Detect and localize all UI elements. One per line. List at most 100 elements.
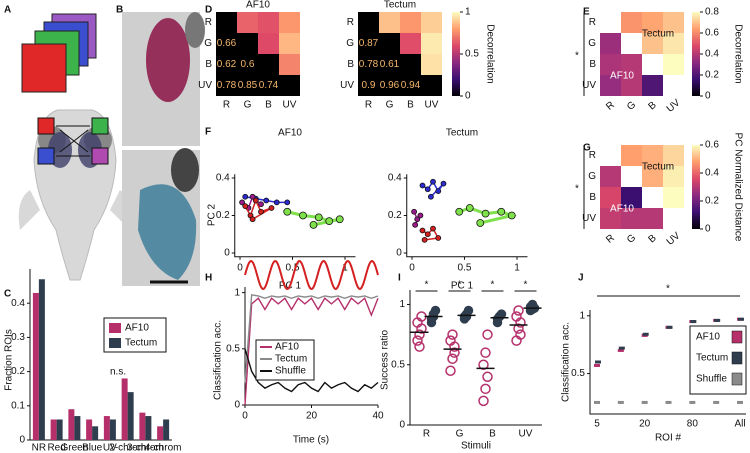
cell-value: 0.62 xyxy=(217,59,237,70)
point xyxy=(480,347,491,358)
point xyxy=(527,304,538,315)
cell-value: 0.9 xyxy=(362,80,376,91)
y-tick-label: 0 xyxy=(234,400,240,411)
upper-label: Tectum xyxy=(642,29,674,40)
row-label: R xyxy=(589,150,596,161)
y-axis-label: PC 2 xyxy=(207,203,218,226)
col-label: UV xyxy=(283,100,297,111)
col-label: R xyxy=(365,100,372,111)
x-tick-label: All xyxy=(734,419,745,430)
bar xyxy=(56,419,63,440)
colorbar-tick-label: 0.8 xyxy=(705,7,719,18)
matrix-cell xyxy=(400,33,421,54)
significance-star: * xyxy=(524,280,528,291)
fish-schematic xyxy=(18,109,132,281)
col-label: R xyxy=(604,233,617,246)
matrix-cell xyxy=(663,187,684,208)
point xyxy=(482,329,493,340)
cell-value: 0.66 xyxy=(217,38,237,49)
matrix-cell xyxy=(663,166,684,187)
row-label: R xyxy=(589,17,596,28)
line xyxy=(244,297,379,406)
point xyxy=(299,211,307,220)
colorbar-tick-label: 0 xyxy=(465,91,471,102)
y-tick-label: 1 xyxy=(234,287,240,298)
panel-letter: H xyxy=(205,273,212,284)
point xyxy=(273,199,280,206)
significance-star: * xyxy=(575,51,579,62)
matrix-cell xyxy=(237,12,258,33)
point xyxy=(641,400,648,404)
y-tick-label: 0.1 xyxy=(11,400,25,411)
bar xyxy=(38,279,45,440)
point xyxy=(480,383,491,395)
panel-letter: B xyxy=(116,5,123,16)
colorbar-tick-label: 0 xyxy=(705,224,711,235)
y-axis-label: Success ratio xyxy=(380,330,391,390)
point xyxy=(455,207,464,216)
legend-label: Tectum xyxy=(696,353,728,364)
point xyxy=(447,329,458,340)
y-tick-label: 1 xyxy=(579,310,585,321)
point xyxy=(435,235,442,241)
point xyxy=(430,178,436,185)
x-tick-label: Red xyxy=(47,443,65,453)
x-tick-label: 20 xyxy=(306,411,318,422)
matrix-cell xyxy=(600,75,621,96)
matrix-cell xyxy=(279,54,300,75)
point xyxy=(242,193,249,200)
axis xyxy=(406,174,528,258)
panel-letter: E xyxy=(583,7,590,18)
col-label: G xyxy=(625,232,638,246)
x-tick-label: G xyxy=(456,429,464,440)
colorbar-tick-label: 0.6 xyxy=(705,28,719,39)
legend-label: AF10 xyxy=(696,332,720,343)
row-label: G xyxy=(346,38,354,49)
point xyxy=(445,335,456,346)
point xyxy=(419,182,426,189)
matrix-cell xyxy=(400,12,421,33)
point xyxy=(249,216,256,223)
point xyxy=(482,371,493,383)
matrix-cell xyxy=(642,33,663,54)
matrix-cell xyxy=(663,12,684,33)
point xyxy=(594,363,600,367)
point xyxy=(258,201,264,208)
x-tick-label: 0.5 xyxy=(458,262,472,273)
point xyxy=(690,320,697,324)
row-label: G xyxy=(588,38,596,49)
matrix-cell xyxy=(600,166,621,187)
point xyxy=(283,207,292,216)
bar xyxy=(74,416,81,440)
col-label: UV xyxy=(665,97,683,115)
lower-label: AF10 xyxy=(610,204,634,215)
col-label: R xyxy=(223,100,230,111)
point xyxy=(507,211,516,220)
matrix-cell xyxy=(421,33,442,54)
panel-letter: C xyxy=(4,289,11,300)
col-label: G xyxy=(386,100,394,111)
legend-label: AF10 xyxy=(125,323,149,334)
bar xyxy=(163,419,170,440)
colorbar-tick-label: 0.5 xyxy=(465,49,479,60)
matrix-cell xyxy=(258,33,279,54)
point xyxy=(414,329,425,340)
cell-value: 0.74 xyxy=(259,80,279,91)
col-label: B xyxy=(646,100,658,113)
plot-title: Tectum xyxy=(446,128,478,139)
panel-letter: G xyxy=(583,143,591,154)
y-tick-label: 0.5 xyxy=(571,368,585,379)
point xyxy=(713,400,720,404)
bar xyxy=(139,412,146,440)
matrix-cell xyxy=(379,12,400,33)
point xyxy=(515,329,526,340)
point xyxy=(642,332,649,336)
panel-letter: D xyxy=(205,5,212,16)
y-tick-label: 0.4 xyxy=(388,173,402,184)
colorbar-tick-label: 0.2 xyxy=(705,70,719,81)
x-axis-label: Time (s) xyxy=(293,435,329,446)
y-axis-label: Classification acc. xyxy=(561,322,572,402)
row-label: UV xyxy=(198,80,212,91)
row-label: R xyxy=(347,17,354,28)
x-tick-label: 0 xyxy=(242,411,248,422)
